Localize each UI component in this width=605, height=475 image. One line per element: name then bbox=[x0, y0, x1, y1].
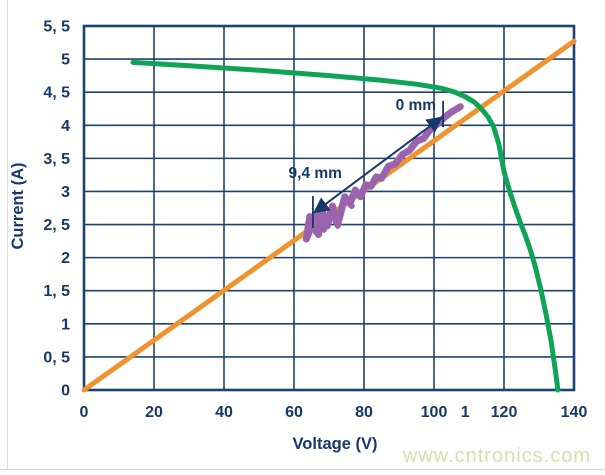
page-edge-line-bottom bbox=[0, 469, 605, 470]
x-tick-label: 60 bbox=[285, 404, 303, 421]
y-tick-label: 0, 5 bbox=[43, 349, 70, 366]
y-tick-label: 0 bbox=[61, 383, 70, 400]
measure-label-0: 0 mm bbox=[396, 97, 437, 114]
y-axis-title: Current (A) bbox=[9, 162, 27, 249]
x-tick-label: 140 bbox=[561, 404, 588, 421]
y-tick-label: 4, 5 bbox=[43, 85, 70, 102]
watermark: www.cntronics.com bbox=[402, 445, 591, 467]
x-tick-label: 1 bbox=[461, 404, 470, 421]
measure-arrow bbox=[313, 116, 443, 214]
y-tick-label: 2, 5 bbox=[43, 217, 70, 234]
x-axis-title: Voltage (V) bbox=[293, 435, 378, 453]
x-tick-label: 120 bbox=[491, 404, 518, 421]
x-tick-label: 0 bbox=[80, 404, 89, 421]
x-tick-label: 40 bbox=[215, 404, 233, 421]
y-tick-label: 3, 5 bbox=[43, 151, 70, 168]
y-tick-label: 5, 5 bbox=[43, 19, 70, 36]
x-tick-label: 100 bbox=[421, 404, 448, 421]
plot-border bbox=[82, 24, 576, 392]
x-tick-label: 20 bbox=[145, 404, 163, 421]
y-tick-label: 3 bbox=[61, 184, 70, 201]
x-tick-label: 80 bbox=[355, 404, 373, 421]
y-tick-label: 5 bbox=[61, 52, 70, 69]
page-edge-line-left bbox=[7, 0, 8, 470]
y-tick-label: 2 bbox=[61, 250, 70, 267]
pv-curve bbox=[130, 59, 561, 393]
y-tick-label: 4 bbox=[61, 118, 70, 135]
y-tick-label: 1 bbox=[61, 316, 70, 333]
measure-label-1: 9,4 mm bbox=[289, 165, 342, 182]
y-tick-label: 1, 5 bbox=[43, 283, 70, 300]
